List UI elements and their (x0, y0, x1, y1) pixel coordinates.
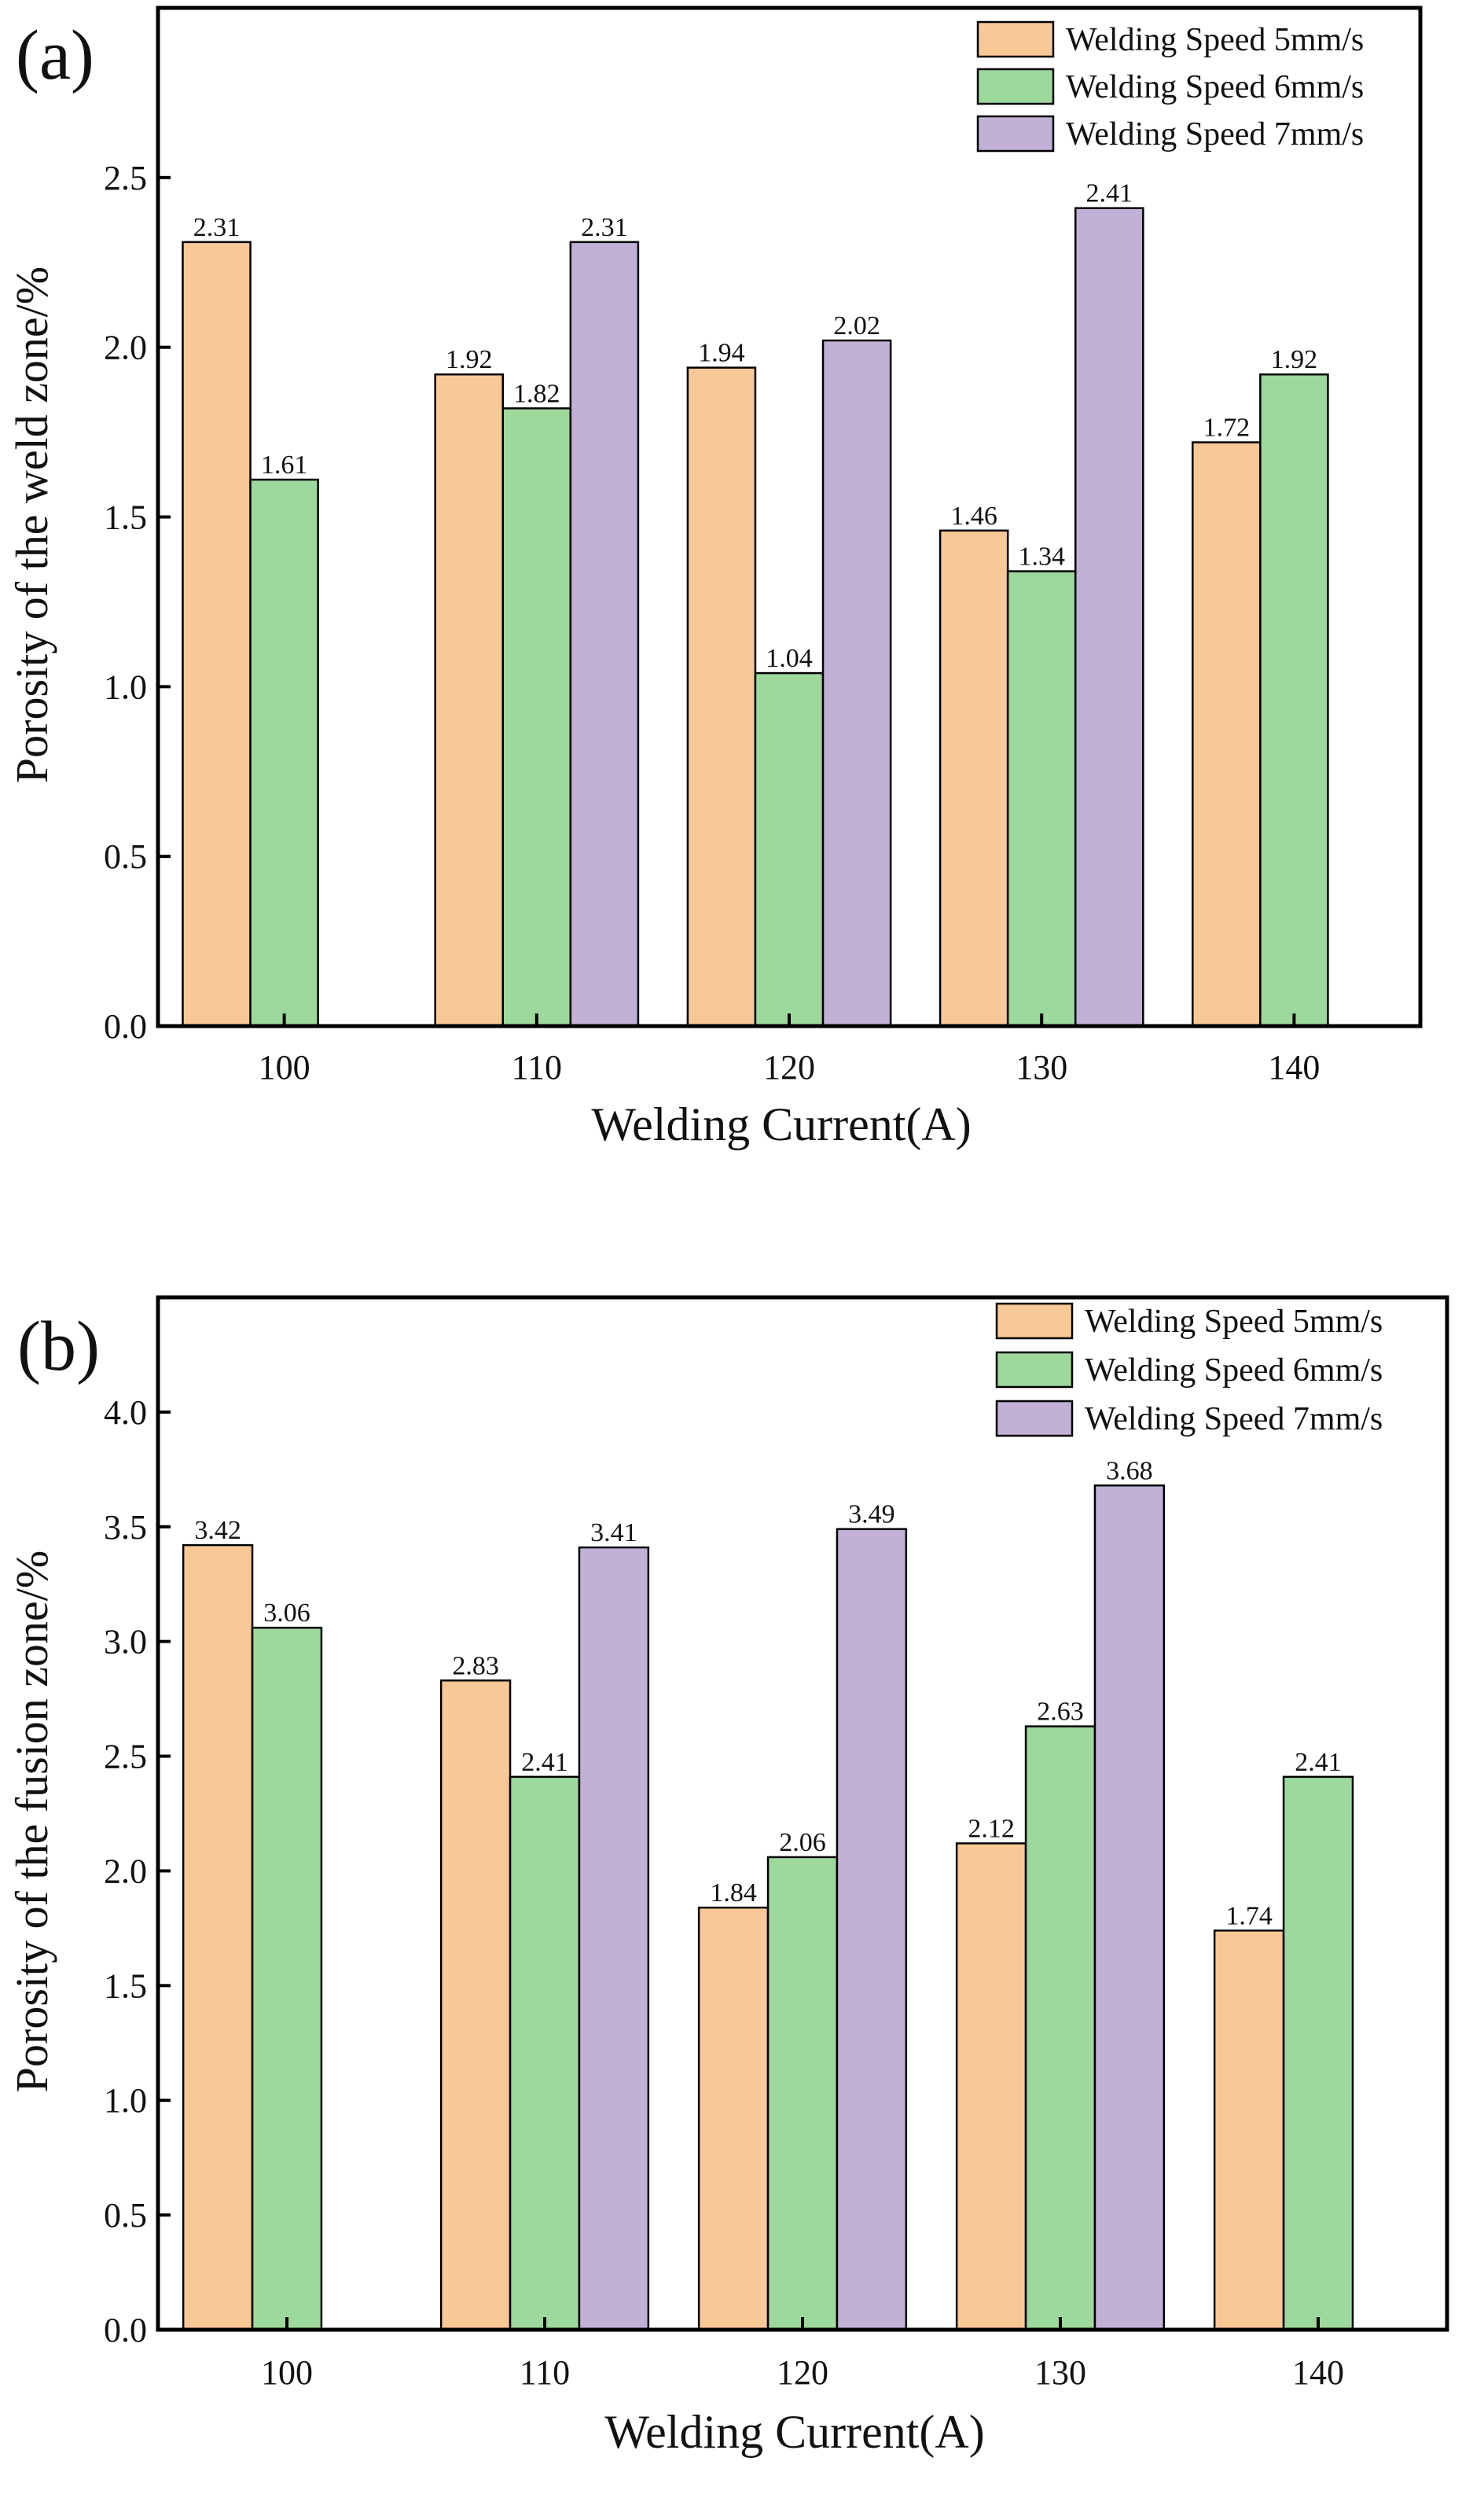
y-axis-label: Porosity of the fusion zone/% (6, 1551, 57, 2092)
data-label: 3.41 (590, 1518, 637, 1547)
bar-100-series-1 (182, 1543, 254, 2331)
bar-100-series-2 (249, 478, 319, 1028)
bar-140-series-2 (1259, 373, 1329, 1028)
x-axis-label: Welding Current(A) (591, 1098, 971, 1150)
bar-140-series-1 (1192, 441, 1262, 1028)
data-label: 1.72 (1203, 414, 1251, 443)
data-label: 2.41 (521, 1748, 568, 1777)
legend-swatch (976, 115, 1055, 153)
bar-110-series-3 (569, 241, 640, 1028)
data-label: 3.42 (194, 1516, 241, 1545)
data-label: 2.06 (779, 1828, 826, 1857)
bar-120-series-2 (754, 671, 825, 1028)
bar-110-series-1 (434, 373, 505, 1028)
y-tick-label: 1.5 (104, 1966, 147, 2005)
y-tick-label: 2.5 (104, 1738, 147, 1776)
bar-140-series-2 (1282, 1775, 1354, 2331)
y-tick-label: 1.0 (104, 2081, 147, 2120)
bar-130-series-2 (1006, 570, 1077, 1028)
legend-swatch (976, 68, 1055, 105)
bar-110-series-2 (509, 1775, 581, 2331)
y-tick-label: 1.0 (104, 668, 147, 706)
data-label: 2.31 (193, 213, 241, 242)
bar-110-series-2 (501, 407, 572, 1028)
bar-140-series-1 (1213, 1930, 1285, 2331)
data-label: 3.68 (1106, 1456, 1153, 1485)
chart-b-fusion-zone: 3.42 3.06 2.83 2.41 3.41 1.84 2.06 3.49 2.12 2.63… (6, 1295, 1449, 2458)
data-label: 2.83 (452, 1651, 499, 1680)
bar-130-series-1 (955, 1842, 1027, 2331)
x-tick-label: 110 (512, 1048, 562, 1087)
legend-label: Welding Speed 7mm/s (1085, 1401, 1383, 1437)
bar-130-series-3 (1093, 1484, 1166, 2331)
legend-label: Welding Speed 5mm/s (1085, 1304, 1383, 1340)
bar-100-series-1 (182, 241, 252, 1028)
bar-120-series-2 (766, 1856, 839, 2331)
legend-swatch (995, 1400, 1074, 1437)
bar-110-series-3 (578, 1546, 650, 2331)
data-label: 2.63 (1037, 1698, 1084, 1727)
y-tick-label: 0.5 (104, 2196, 147, 2235)
bar-120-series-1 (686, 366, 757, 1028)
data-label: 1.84 (710, 1878, 757, 1908)
y-tick-label: 2.0 (104, 329, 147, 367)
y-tick-label: 3.0 (104, 1623, 147, 1661)
x-axis-label: Welding Current(A) (604, 2406, 984, 2458)
data-label: 1.34 (1018, 543, 1065, 572)
bar-120-series-1 (697, 1906, 770, 2331)
legend-label: Welding Speed 5mm/s (1066, 22, 1364, 58)
bar-100-series-2 (251, 1626, 323, 2331)
data-label: 2.31 (581, 213, 628, 242)
bar-120-series-3 (836, 1528, 908, 2331)
y-tick-label: 1.5 (104, 498, 147, 537)
x-tick-label: 140 (1292, 2353, 1344, 2392)
x-tick-label: 120 (777, 2353, 828, 2392)
data-label: 2.41 (1295, 1748, 1342, 1777)
data-label: 1.04 (766, 644, 813, 673)
x-tick-label: 120 (763, 1048, 815, 1087)
data-label: 1.74 (1225, 1901, 1273, 1930)
data-label: 1.82 (513, 379, 560, 408)
data-label: 2.02 (833, 311, 880, 340)
bar-130-series-1 (939, 529, 1009, 1028)
y-tick-label: 0.5 (104, 837, 147, 876)
legend-swatch (995, 1351, 1074, 1389)
y-tick-label: 0.0 (104, 1007, 147, 1046)
legend-label: Welding Speed 6mm/s (1066, 69, 1364, 105)
x-tick-label: 100 (259, 1048, 310, 1087)
y-tick-label: 2.0 (104, 1852, 147, 1890)
legend-swatch (995, 1302, 1074, 1340)
data-label: 2.12 (968, 1814, 1015, 1843)
data-label: 1.94 (698, 339, 745, 368)
data-label: 1.92 (1271, 345, 1318, 374)
x-tick-label: 130 (1016, 1048, 1067, 1087)
panel-label: (b) (17, 1308, 100, 1385)
y-axis-label: Porosity of the weld zone/% (6, 267, 57, 783)
chart-a-weld-zone: 2.31 1.61 1.92 1.82 2.31 1.94 1.04 2.02 1.46 1.34… (6, 6, 1423, 1150)
data-label: 1.92 (446, 345, 493, 374)
bar-130-series-2 (1024, 1725, 1096, 2331)
legend-label: Welding Speed 6mm/s (1085, 1352, 1383, 1389)
legend-label: Welding Speed 7mm/s (1066, 116, 1364, 153)
y-tick-label: 2.5 (104, 159, 147, 197)
y-tick-label: 4.0 (104, 1393, 147, 1432)
data-label: 3.49 (848, 1500, 895, 1529)
y-tick-label: 3.5 (104, 1508, 147, 1547)
x-tick-label: 110 (520, 2353, 570, 2392)
x-tick-label: 130 (1034, 2353, 1086, 2392)
data-label: 2.41 (1086, 179, 1133, 208)
x-tick-label: 140 (1268, 1048, 1320, 1087)
bar-110-series-1 (439, 1679, 512, 2331)
x-tick-label: 100 (261, 2353, 313, 2392)
legend-swatch (976, 20, 1055, 58)
panel-label: (a) (16, 17, 94, 94)
data-label: 1.46 (950, 502, 997, 531)
bar-120-series-3 (821, 339, 892, 1028)
y-tick-label: 0.0 (104, 2311, 147, 2349)
bar-130-series-3 (1074, 207, 1144, 1028)
data-label: 1.61 (261, 451, 308, 480)
data-label: 3.06 (263, 1598, 310, 1628)
